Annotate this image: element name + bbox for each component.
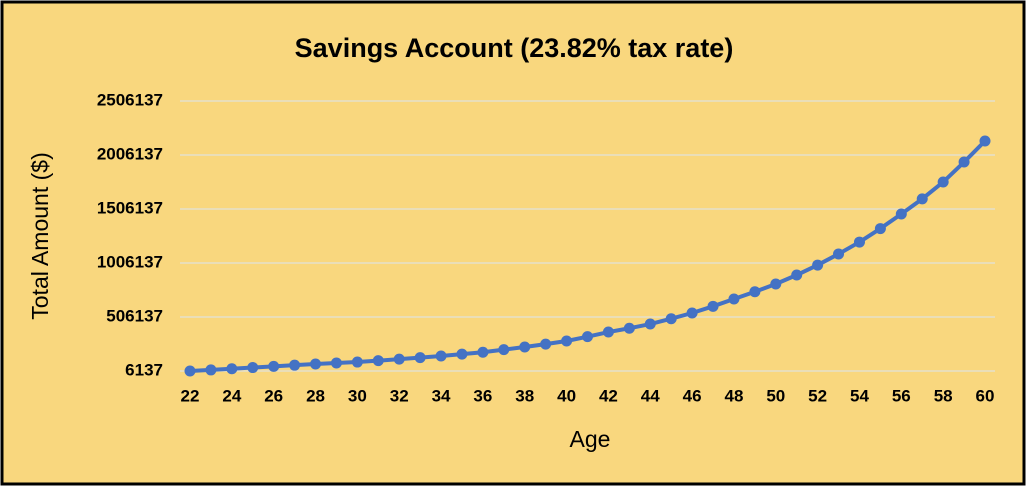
x-tick-label: 24 [222,386,241,405]
x-tick-label: 50 [766,386,785,405]
point [686,307,698,319]
point [770,278,782,290]
point [874,223,886,235]
x-tick-label: 60 [976,386,995,405]
point [979,135,991,147]
x-tick-label: 38 [515,386,534,405]
x-tick-label: 26 [264,386,283,405]
x-tick-label: 44 [641,386,660,405]
x-tick-label: 30 [348,386,367,405]
point [561,335,573,347]
y-tick-label: 1506137 [97,198,163,217]
point [916,193,928,205]
chart-title: Savings Account (23.82% tax rate) [295,33,734,63]
point [895,208,907,220]
x-tick-label: 32 [390,386,409,405]
point [205,364,217,376]
x-tick-label: 22 [181,386,200,405]
x-axis-label: Age [570,426,611,452]
x-tick-label: 40 [557,386,576,405]
point [853,236,865,248]
point [833,248,845,260]
point [958,156,970,168]
point [184,365,196,377]
y-tick-label: 1006137 [97,252,163,271]
x-tick-label: 42 [599,386,618,405]
point [540,338,552,350]
point [644,318,656,330]
point [247,362,259,374]
y-tick-label: 2506137 [97,90,163,109]
point [351,356,363,368]
point [519,341,531,353]
y-tick-label: 506137 [106,306,163,325]
y-tick-label: 6137 [125,360,163,379]
x-tick-label: 48 [724,386,743,405]
point [268,360,280,372]
point [393,353,405,365]
x-tick-label: 54 [850,386,869,405]
x-tick-label: 58 [934,386,953,405]
point [372,355,384,367]
x-tick-label: 28 [306,386,325,405]
point [414,352,426,364]
point [289,359,301,371]
point [791,269,803,281]
point [330,357,342,369]
x-tick-label: 56 [892,386,911,405]
point [456,348,468,360]
point [623,322,635,334]
x-tick-label: 34 [432,386,451,405]
point [310,358,322,370]
y-tick-label: 2006137 [97,144,163,163]
point [226,363,238,375]
point [937,176,949,188]
point [602,326,614,338]
point [812,259,824,271]
y-axis-label: Total Amount ($) [27,152,53,319]
point [435,350,447,362]
point [707,300,719,312]
x-tick-label: 36 [473,386,492,405]
point [749,286,761,298]
point [477,346,489,358]
point [498,344,510,356]
point [728,293,740,305]
point [665,313,677,325]
x-tick-label: 46 [683,386,702,405]
point [582,331,593,343]
x-tick-label: 52 [808,386,827,405]
